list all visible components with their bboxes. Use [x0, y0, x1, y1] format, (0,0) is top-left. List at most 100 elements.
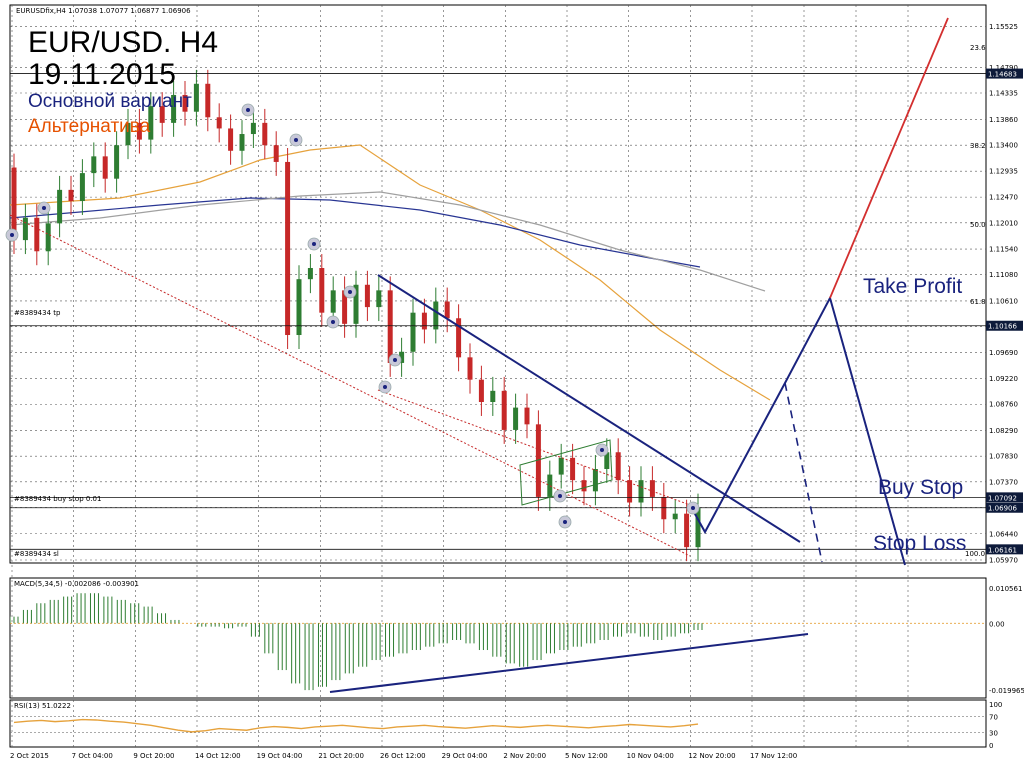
- price-tick-label: 1.09220: [989, 375, 1018, 383]
- candle-body: [171, 94, 177, 123]
- legend-alt: Альтернатива: [28, 116, 151, 137]
- candle-body: [684, 513, 690, 548]
- price-highlight-label: 1.07092: [988, 494, 1017, 502]
- price-tick-label: 1.11080: [989, 271, 1018, 279]
- candle-body: [478, 379, 484, 403]
- forecast-dashed: [784, 382, 823, 563]
- candle-body: [125, 122, 131, 146]
- date-tick-label: 29 Oct 04:00: [442, 752, 488, 760]
- date-tick-label: 9 Oct 20:00: [133, 752, 174, 760]
- candle-body: [307, 268, 313, 280]
- price-highlight-box: [986, 544, 1023, 555]
- candle-body: [456, 318, 462, 358]
- candle-body: [182, 94, 188, 112]
- macd-tick-label: 0.00: [989, 620, 1005, 628]
- price-tick-label: 1.12935: [989, 168, 1018, 176]
- candle-body: [490, 390, 496, 403]
- candle-body: [296, 279, 302, 336]
- candles: [11, 69, 701, 562]
- candle-body: [592, 469, 598, 492]
- ma-orange: [10, 144, 771, 401]
- price-tick-label: 1.05970: [989, 557, 1018, 565]
- candle-body: [193, 83, 199, 112]
- candle-body: [205, 83, 211, 118]
- candle-body: [57, 189, 63, 224]
- candle-body: [444, 301, 450, 319]
- macd-label: MACD(5,34,5) -0.002086 -0.003901: [14, 580, 139, 588]
- order-label-tp: #8389434 tp: [14, 309, 61, 317]
- candle-body: [11, 167, 17, 241]
- rsi-label: RSI(13) 51.0222: [14, 702, 71, 710]
- drawings: [5, 17, 986, 566]
- candle-body: [239, 134, 245, 151]
- candle-body: [250, 122, 256, 135]
- date-tick-label: 26 Oct 12:00: [380, 752, 426, 760]
- grid: [10, 5, 986, 747]
- ma-navy: [10, 197, 701, 268]
- candle-body: [433, 301, 439, 330]
- candle-body: [285, 161, 291, 336]
- chart-title-line1: EUR/USD. H4: [28, 26, 219, 59]
- candle-body: [353, 284, 359, 324]
- candle-body: [558, 457, 564, 475]
- pivot-dot: [563, 520, 567, 524]
- candle-body: [387, 290, 393, 363]
- rsi-line: [10, 715, 986, 734]
- candle-body: [68, 189, 74, 202]
- pivot-dot: [600, 448, 604, 452]
- date-tick-label: 7 Oct 04:00: [72, 752, 113, 760]
- price-tick-label: 1.06440: [989, 530, 1018, 538]
- fib-label-618: 61.8: [970, 298, 986, 306]
- pivot-dot: [312, 242, 316, 246]
- candle-body: [467, 357, 473, 380]
- price-tick-label: 1.14335: [989, 89, 1018, 97]
- fib-label-500: 50.0: [970, 221, 986, 229]
- candle-body: [638, 480, 644, 503]
- take-profit-label: Take Profit: [863, 275, 962, 298]
- stop-loss-label: Stop Loss: [873, 532, 966, 555]
- date-tick-label: 2 Oct 2015: [10, 752, 49, 760]
- price-tick-label: 1.15525: [989, 23, 1018, 31]
- candle-body: [399, 351, 405, 363]
- rsi-series: [13, 718, 699, 733]
- price-highlight-box: [986, 320, 1023, 331]
- rsi-tick-label: 100: [989, 701, 1002, 709]
- pivot-dot: [383, 385, 387, 389]
- macd-tick-label: 0.010561: [989, 585, 1022, 593]
- date-tick-label: 21 Oct 20:00: [318, 752, 364, 760]
- pivot-dot: [331, 320, 335, 324]
- price-tick-label: 1.12470: [989, 194, 1018, 202]
- price-tick-label: 1.08290: [989, 427, 1018, 435]
- candle-body: [22, 217, 28, 241]
- macd-panel: [9, 577, 987, 699]
- rsi-tick-label: 30: [989, 730, 998, 738]
- candle-body: [604, 452, 610, 469]
- channel-dotted-lower: [9, 214, 691, 557]
- candle-body: [672, 513, 678, 520]
- candle-body: [79, 173, 85, 202]
- candle-body: [159, 106, 165, 123]
- candle-body: [319, 268, 325, 313]
- candle-body: [91, 156, 97, 174]
- price-tick-label: 1.13860: [989, 116, 1018, 124]
- candle-body: [695, 507, 701, 548]
- candle-body: [581, 480, 587, 492]
- date-tick-label: 12 Nov 20:00: [688, 752, 735, 760]
- price-highlight-label: 1.06161: [988, 546, 1017, 554]
- date-tick-label: 19 Oct 04:00: [257, 752, 303, 760]
- pivot-dot: [348, 290, 352, 294]
- candle-body: [627, 480, 633, 503]
- price-tick-label: 1.10610: [989, 297, 1018, 305]
- fib-label-236: 23.6: [970, 44, 986, 52]
- price-tick-label: 1.08760: [989, 401, 1018, 409]
- candle-body: [501, 390, 507, 430]
- candle-body: [649, 480, 655, 497]
- candle-body: [262, 122, 268, 146]
- candle-body: [364, 284, 370, 308]
- candle-body: [136, 122, 142, 140]
- legend-main: Основной вариант: [28, 91, 192, 112]
- price-highlight-box: [986, 502, 1023, 513]
- candle-body: [330, 290, 336, 313]
- candle-body: [114, 145, 120, 179]
- date-tick-label: 17 Nov 12:00: [750, 752, 797, 760]
